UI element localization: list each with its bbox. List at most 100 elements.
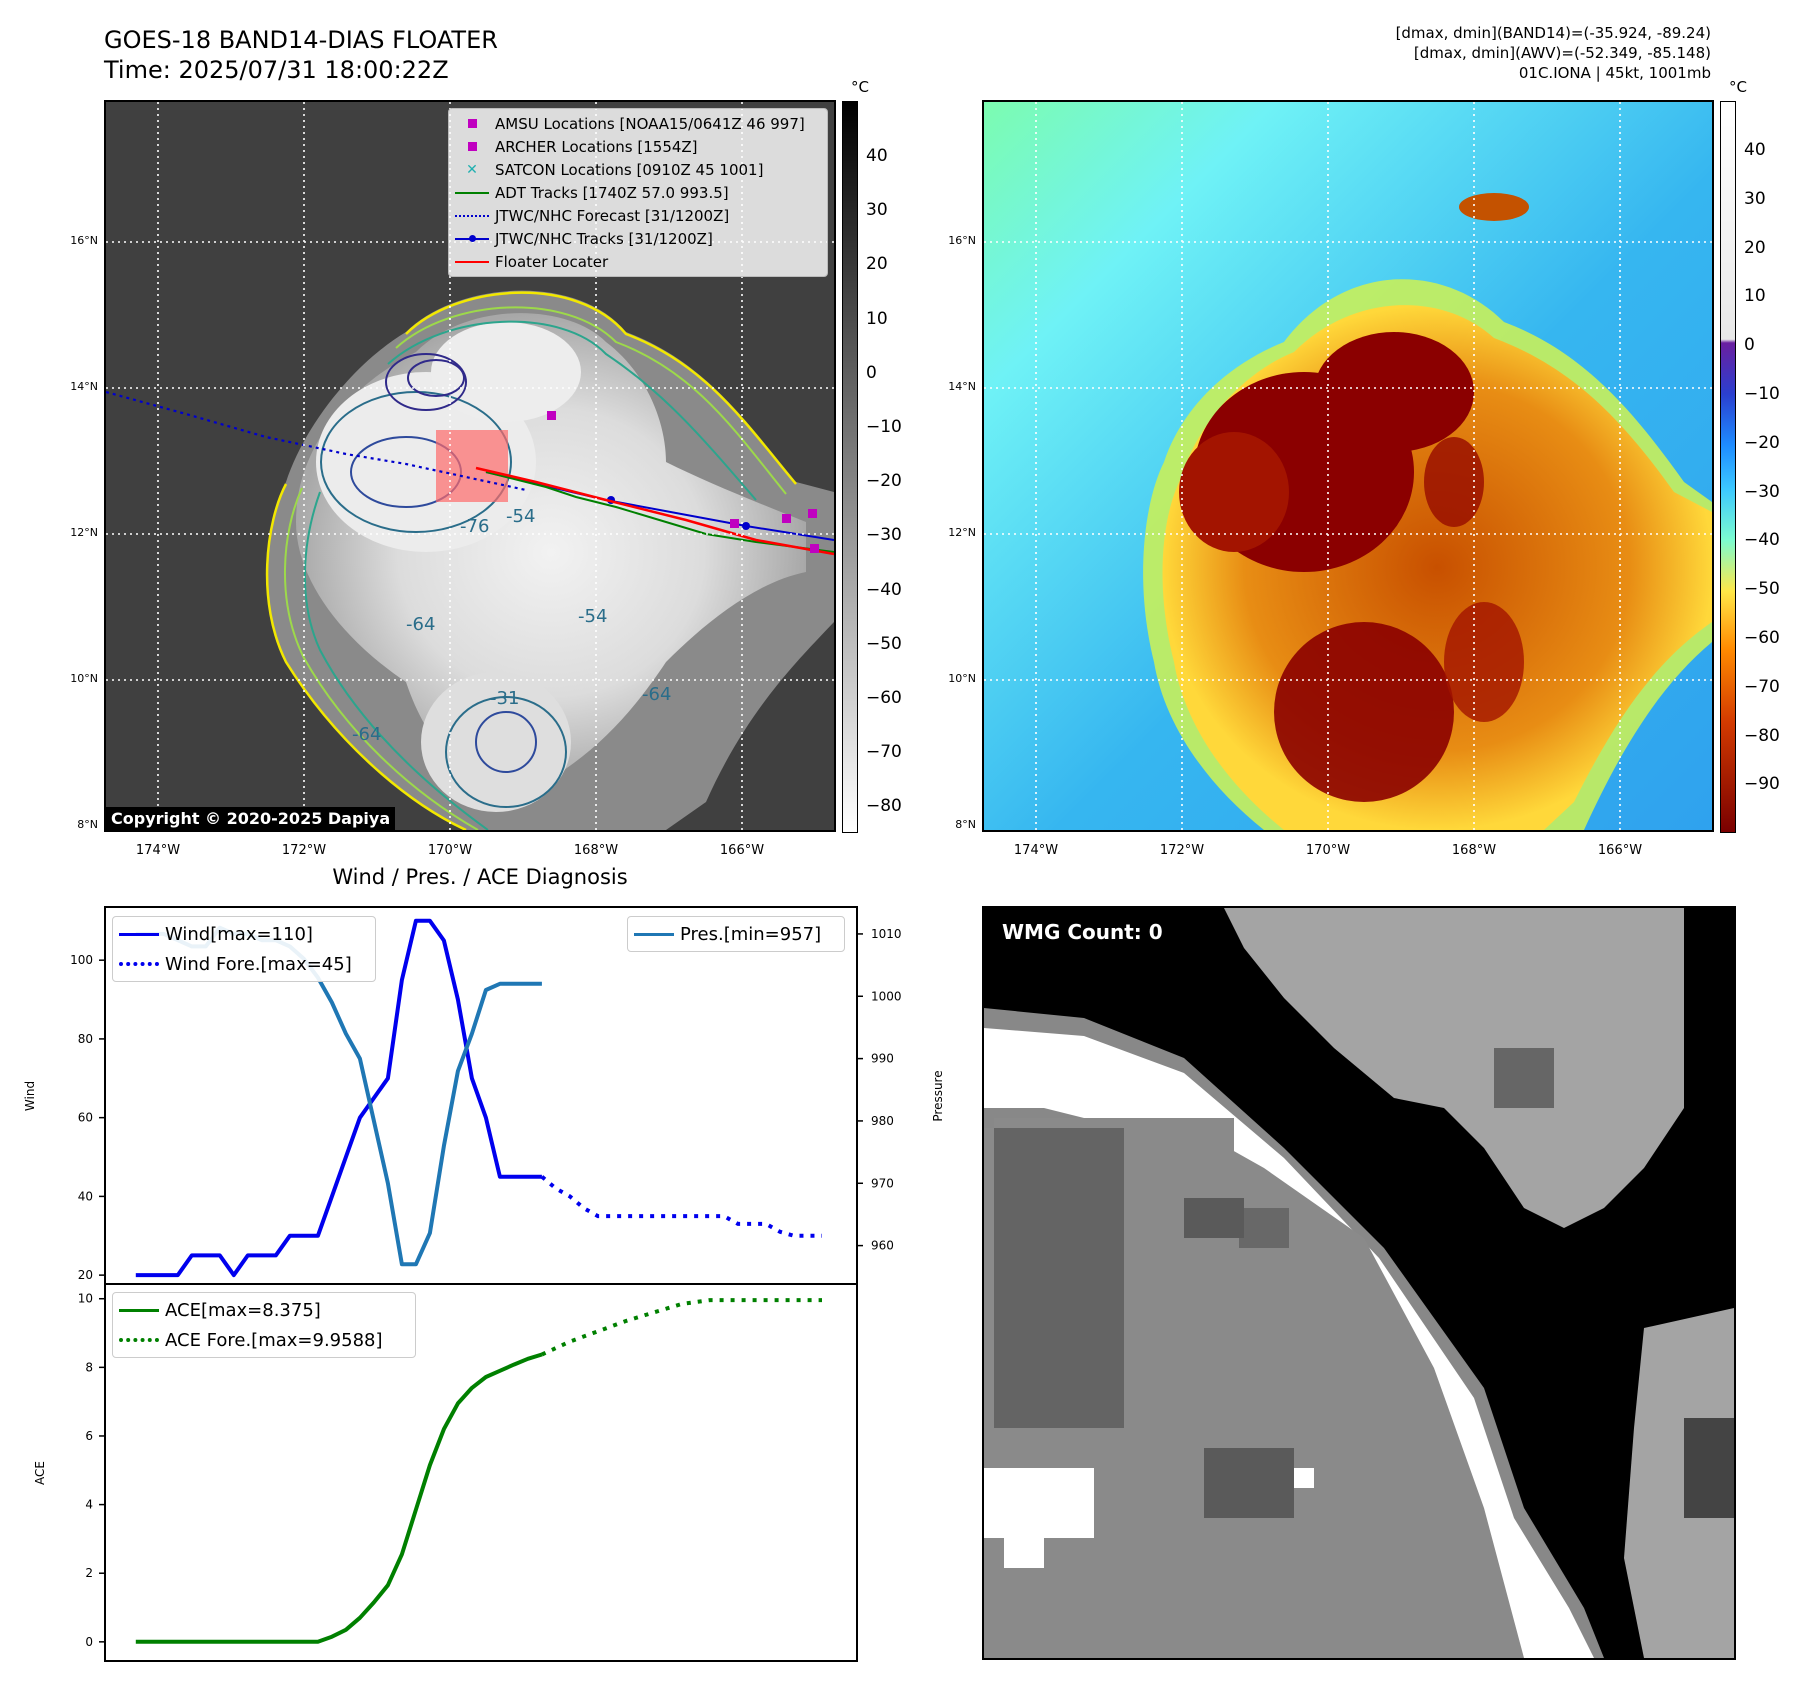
track-legend: AMSU Locations [NOAA15/0641Z 46 997] ARC… bbox=[448, 108, 828, 277]
dias-map-panel bbox=[982, 100, 1714, 832]
square-marker-icon bbox=[467, 119, 477, 128]
contour-label: -64 bbox=[642, 684, 671, 705]
contour-label: -64 bbox=[352, 724, 381, 745]
floater-locater-line bbox=[475, 466, 834, 556]
y-right-tick-label: 1000 bbox=[871, 989, 902, 1003]
y-right-tick-label: 1010 bbox=[871, 927, 902, 941]
y-tick-label: 4 bbox=[85, 1498, 93, 1512]
archer-marker bbox=[782, 514, 791, 523]
lat-label: 12°N bbox=[948, 526, 976, 539]
legend-item: ARCHER Locations [1554Z] bbox=[449, 135, 827, 158]
colorbar-tick-label: −90 bbox=[1744, 774, 1780, 795]
y-tick-label: 20 bbox=[78, 1268, 93, 1282]
legend-item: Wind[max=110] bbox=[113, 919, 375, 949]
colorbar-tick-label: −10 bbox=[866, 417, 902, 437]
square-marker-icon bbox=[467, 142, 477, 151]
y-tick-label: 2 bbox=[85, 1566, 93, 1580]
y-tick-label: 100 bbox=[70, 953, 93, 967]
lon-label: 172°W bbox=[1159, 843, 1205, 858]
colorbar-tick-label: −60 bbox=[1744, 628, 1780, 648]
dias-map-image bbox=[984, 102, 1712, 830]
colorbar-tick-label: 20 bbox=[866, 254, 888, 275]
colorbar-tick-label: −20 bbox=[1744, 432, 1780, 453]
colorbar-unit: °C bbox=[851, 78, 869, 96]
figure-title-line2: Time: 2025/07/31 18:00:22Z bbox=[104, 56, 449, 84]
lat-label: 10°N bbox=[948, 672, 976, 685]
colorbar-tick-label: −50 bbox=[1744, 579, 1780, 600]
lat-label: 16°N bbox=[70, 234, 98, 247]
pressure-legend: Pres.[min=957] bbox=[627, 916, 845, 952]
lon-label: 174°W bbox=[135, 843, 181, 858]
colorbar-unit: °C bbox=[1729, 78, 1747, 96]
y-right-tick-label: 990 bbox=[871, 1052, 894, 1066]
line-icon bbox=[634, 932, 674, 936]
dotted-line-icon bbox=[455, 214, 489, 217]
lat-label: 8°N bbox=[77, 818, 98, 831]
ace-legend: ACE[max=8.375] ACE Fore.[max=9.9588] bbox=[112, 1292, 416, 1358]
colorbar-tick-label: −30 bbox=[866, 525, 902, 546]
lon-label: 172°W bbox=[281, 843, 327, 858]
archer-marker bbox=[808, 509, 817, 518]
colorbar-tick-label: −40 bbox=[1744, 530, 1780, 551]
line-icon bbox=[119, 1308, 159, 1312]
wmg-image bbox=[984, 908, 1734, 1658]
info-line3: 01C.IONA | 45kt, 1001mb bbox=[1518, 64, 1711, 82]
y-tick-label: 40 bbox=[78, 1189, 93, 1203]
archer-marker bbox=[730, 519, 739, 528]
contour-label: -76 bbox=[460, 516, 489, 537]
colorbar-tick-label: 30 bbox=[866, 200, 888, 221]
legend-item: ACE Fore.[max=9.9588] bbox=[113, 1325, 415, 1355]
lon-label: 170°W bbox=[1305, 843, 1351, 858]
contour-labels: -76 -54 -64 -64 -31 -54 -64 bbox=[352, 506, 671, 745]
line-dot-icon bbox=[455, 234, 489, 242]
legend-item: ADT Tracks [1740Z 57.0 993.5] bbox=[449, 181, 827, 204]
amsu-marker bbox=[547, 411, 556, 420]
colorbar-tick-label: 10 bbox=[866, 308, 888, 329]
colorbar-tick-label: −50 bbox=[866, 633, 902, 654]
lon-label: 168°W bbox=[573, 843, 619, 858]
colorbar-tick-label: −10 bbox=[1744, 384, 1780, 404]
colorbar-tick-label: −40 bbox=[866, 579, 902, 600]
contour-label: -54 bbox=[506, 506, 535, 527]
archer-marker bbox=[810, 544, 819, 553]
lat-label: 10°N bbox=[70, 672, 98, 685]
colorbar-tick-label: −20 bbox=[866, 471, 902, 492]
lon-label: 174°W bbox=[1013, 843, 1059, 858]
colorbar-tick-label: −60 bbox=[866, 688, 902, 708]
lon-label: 168°W bbox=[1451, 843, 1497, 858]
dias-colorbar bbox=[1720, 101, 1736, 833]
y-tick-label: 8 bbox=[85, 1360, 93, 1374]
colorbar-tick-label: −80 bbox=[1744, 725, 1780, 746]
y-right-tick-label: 970 bbox=[871, 1176, 894, 1190]
colorbar-tick-label: −70 bbox=[1744, 676, 1780, 697]
dias-gridlines bbox=[984, 102, 1712, 830]
y-right-tick-label: 980 bbox=[871, 1114, 894, 1128]
ace-axis-label: ACE bbox=[33, 1461, 47, 1485]
lat-label: 14°N bbox=[948, 380, 976, 393]
colorbar-tick-label: −80 bbox=[866, 796, 902, 817]
info-line2: [dmax, dmin](AWV)=(-52.349, -85.148) bbox=[1413, 44, 1711, 62]
contour-label: -54 bbox=[578, 606, 607, 627]
colorbar-tick-label: 0 bbox=[866, 362, 877, 383]
ir-colorbar bbox=[842, 101, 858, 833]
wmg-count-label: WMG Count: 0 bbox=[1002, 920, 1163, 944]
ir-map-panel: -76 -54 -64 -64 -31 -54 -64 AMSU Locatio… bbox=[104, 100, 836, 832]
series-line-1 bbox=[541, 1298, 822, 1357]
colorbar-tick-label: 40 bbox=[866, 146, 888, 166]
lon-label: 166°W bbox=[719, 843, 765, 858]
colorbar-tick-label: −70 bbox=[866, 742, 902, 763]
y-tick-label: 6 bbox=[85, 1429, 93, 1443]
wind-legend: Wind[max=110] Wind Fore.[max=45] bbox=[112, 916, 376, 982]
forecast-track bbox=[106, 390, 527, 492]
contour-label: -31 bbox=[490, 688, 519, 709]
lat-label: 16°N bbox=[948, 234, 976, 247]
contour-label: -64 bbox=[406, 614, 435, 635]
info-line1: [dmax, dmin](BAND14)=(-35.924, -89.24) bbox=[1395, 24, 1711, 42]
line-icon bbox=[455, 191, 489, 194]
legend-item: Wind Fore.[max=45] bbox=[113, 949, 375, 979]
pressure-axis-label: Pressure bbox=[931, 1070, 945, 1121]
y-right-tick-label: 960 bbox=[871, 1239, 894, 1253]
wind-axis-label: Wind bbox=[23, 1081, 37, 1111]
colorbar-tick-label: 10 bbox=[1744, 286, 1766, 307]
dotted-line-icon bbox=[119, 1338, 159, 1342]
